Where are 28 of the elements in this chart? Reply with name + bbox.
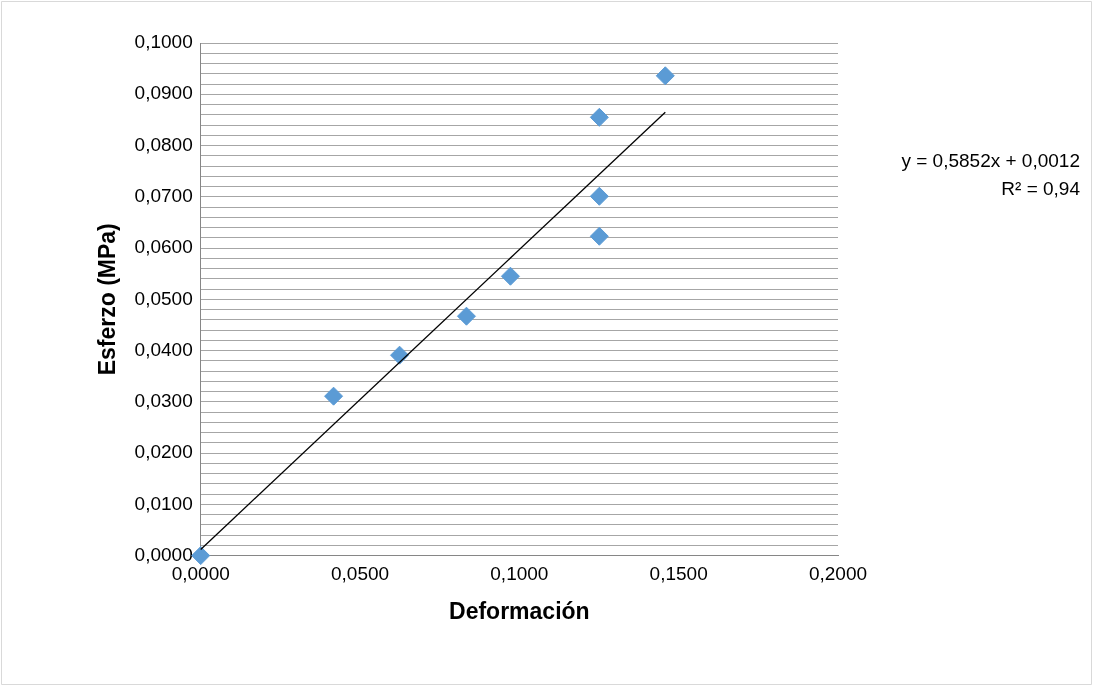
text: y = 0,5852x + 0,0012 R² = 0,94 [901, 150, 1081, 200]
x-tick-label: 0,2000 [808, 563, 868, 585]
y-tick-label: 0,0800 [134, 133, 193, 155]
y-tick-label: 0,0700 [134, 185, 193, 207]
point [191, 546, 211, 566]
point [456, 306, 476, 326]
y-tick-label: 0,0500 [134, 287, 193, 309]
point [390, 345, 410, 365]
point [589, 186, 609, 206]
y-tick-label: 0,0100 [134, 492, 193, 514]
point [500, 266, 520, 286]
x-tick-label: 0,1000 [490, 563, 549, 585]
x-tick-label: 0,1500 [649, 563, 708, 585]
y-tick-label: 0,1000 [134, 31, 193, 53]
y-tick-label: 0,0300 [134, 390, 193, 412]
point [589, 226, 609, 246]
x-tick-label: 0,0500 [330, 563, 390, 585]
point [655, 66, 675, 86]
y-axis-title: Esferzo (MPa) [94, 223, 121, 376]
y-tick-label: 0,0400 [134, 338, 193, 360]
y-tick-label: 0,0000 [134, 543, 193, 565]
y-tick-label: 0,0600 [134, 236, 193, 258]
y-tick-label: 0,0900 [134, 82, 193, 104]
x-axis-title: Deformación [449, 597, 590, 624]
x-tick-label: 0,0000 [171, 563, 230, 585]
point [589, 107, 609, 127]
point [324, 386, 344, 406]
y-tick-label: 0,0200 [134, 441, 193, 463]
